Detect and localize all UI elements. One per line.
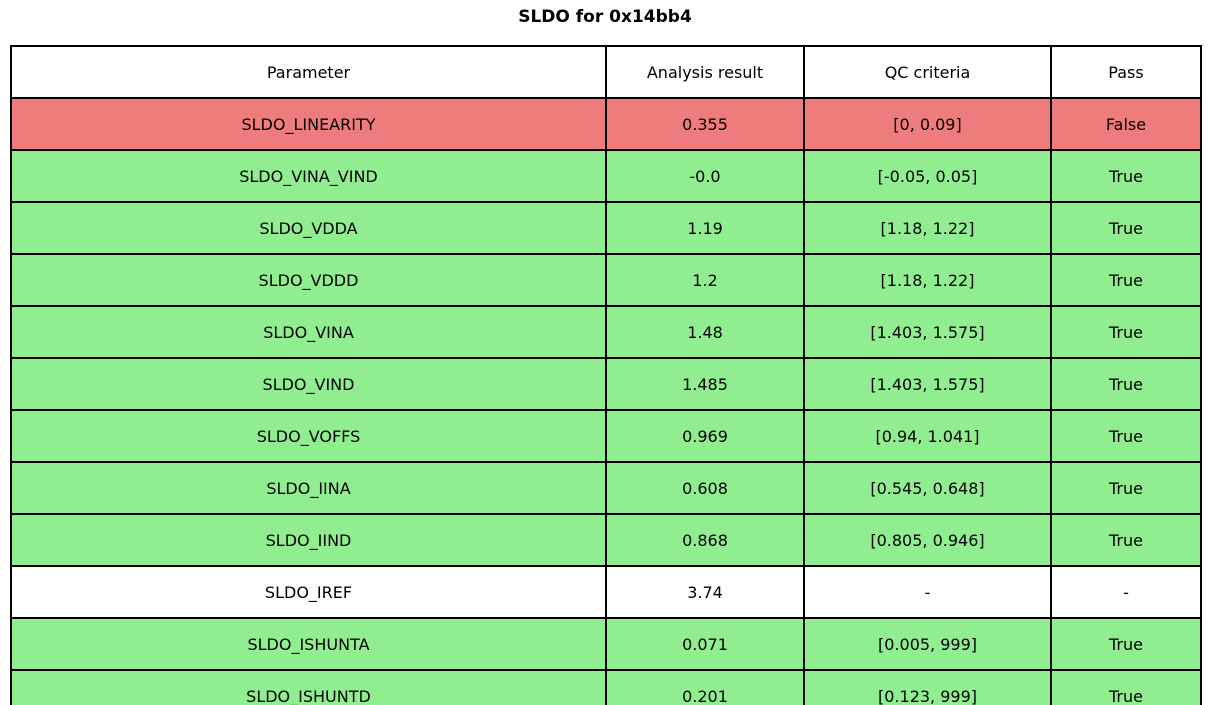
criteria-cell: [0.545, 0.648]: [803, 461, 1052, 515]
pass-cell: -: [1050, 565, 1202, 619]
pass-cell: False: [1050, 97, 1202, 151]
parameter-cell: SLDO_ISHUNTD: [10, 669, 607, 705]
result-cell: -0.0: [605, 149, 805, 203]
parameter-cell: SLDO_VDDD: [10, 253, 607, 307]
table-body: SLDO_LINEARITY 0.355 [0, 0.09] False SLDO_VI…: [10, 97, 1202, 705]
table-row: SLDO_LINEARITY 0.355 [0, 0.09] False: [10, 97, 1202, 151]
parameter-cell: SLDO_VINA: [10, 305, 607, 359]
table-row: SLDO_VINA_VIND -0.0 [-0.05, 0.05] True: [10, 149, 1202, 203]
criteria-cell: [0, 0.09]: [803, 97, 1052, 151]
parameter-cell: SLDO_VDDA: [10, 201, 607, 255]
column-header-analysis-result: Analysis result: [605, 45, 805, 99]
pass-cell: True: [1050, 409, 1202, 463]
parameter-cell: SLDO_VINA_VIND: [10, 149, 607, 203]
qc-results-table: Parameter Analysis result QC criteria Pass …: [10, 45, 1202, 705]
table-row: SLDO_IIND 0.868 [0.805, 0.946] True: [10, 513, 1202, 567]
pass-cell: True: [1050, 149, 1202, 203]
result-cell: 0.969: [605, 409, 805, 463]
parameter-cell: SLDO_LINEARITY: [10, 97, 607, 151]
criteria-cell: [-0.05, 0.05]: [803, 149, 1052, 203]
table-row: SLDO_VINA 1.48 [1.403, 1.575] True: [10, 305, 1202, 359]
result-cell: 0.201: [605, 669, 805, 705]
parameter-cell: SLDO_IREF: [10, 565, 607, 619]
parameter-cell: SLDO_ISHUNTA: [10, 617, 607, 671]
page-title: SLDO for 0x14bb4: [518, 7, 692, 27]
result-cell: 1.19: [605, 201, 805, 255]
table-row: SLDO_VDDA 1.19 [1.18, 1.22] True: [10, 201, 1202, 255]
pass-cell: True: [1050, 669, 1202, 705]
pass-cell: True: [1050, 253, 1202, 307]
criteria-cell: [0.805, 0.946]: [803, 513, 1052, 567]
criteria-cell: [1.403, 1.575]: [803, 357, 1052, 411]
pass-cell: True: [1050, 305, 1202, 359]
table-row: SLDO_IREF 3.74- -: [10, 565, 1202, 619]
pass-cell: True: [1050, 357, 1202, 411]
result-cell: 0.355: [605, 97, 805, 151]
table-header-row: Parameter Analysis result QC criteria Pass: [10, 45, 1202, 99]
result-cell: 0.868: [605, 513, 805, 567]
criteria-cell: [1.403, 1.575]: [803, 305, 1052, 359]
column-header-parameter: Parameter: [10, 45, 607, 99]
criteria-cell: [0.94, 1.041]: [803, 409, 1052, 463]
parameter-cell: SLDO_VOFFS: [10, 409, 607, 463]
pass-cell: True: [1050, 201, 1202, 255]
criteria-cell: [1.18, 1.22]: [803, 253, 1052, 307]
table-row: SLDO_VDDD 1.2 [1.18, 1.22] True: [10, 253, 1202, 307]
column-header-pass: Pass: [1050, 45, 1202, 99]
table-row: SLDO_ISHUNTA 0.071 [0.005, 999] True: [10, 617, 1202, 671]
parameter-cell: SLDO_IIND: [10, 513, 607, 567]
table-row: SLDO_VOFFS 0.969 [0.94, 1.041] True: [10, 409, 1202, 463]
criteria-cell: [0.005, 999]: [803, 617, 1052, 671]
result-cell: 1.2: [605, 253, 805, 307]
criteria-cell: [1.18, 1.22]: [803, 201, 1052, 255]
table-row: SLDO_ISHUNTD 0.201 [0.123, 999] True: [10, 669, 1202, 705]
criteria-cell: [0.123, 999]: [803, 669, 1052, 705]
criteria-cell: -: [803, 565, 1052, 619]
result-cell: 1.485: [605, 357, 805, 411]
result-cell: 1.48: [605, 305, 805, 359]
table-row: SLDO_IINA 0.608 [0.545, 0.648] True: [10, 461, 1202, 515]
parameter-cell: SLDO_VIND: [10, 357, 607, 411]
pass-cell: True: [1050, 461, 1202, 515]
result-cell: 3.74: [605, 565, 805, 619]
pass-cell: True: [1050, 513, 1202, 567]
result-cell: 0.071: [605, 617, 805, 671]
table-row: SLDO_VIND 1.485 [1.403, 1.575] True: [10, 357, 1202, 411]
result-cell: 0.608: [605, 461, 805, 515]
parameter-cell: SLDO_IINA: [10, 461, 607, 515]
column-header-qc-criteria: QC criteria: [803, 45, 1052, 99]
pass-cell: True: [1050, 617, 1202, 671]
